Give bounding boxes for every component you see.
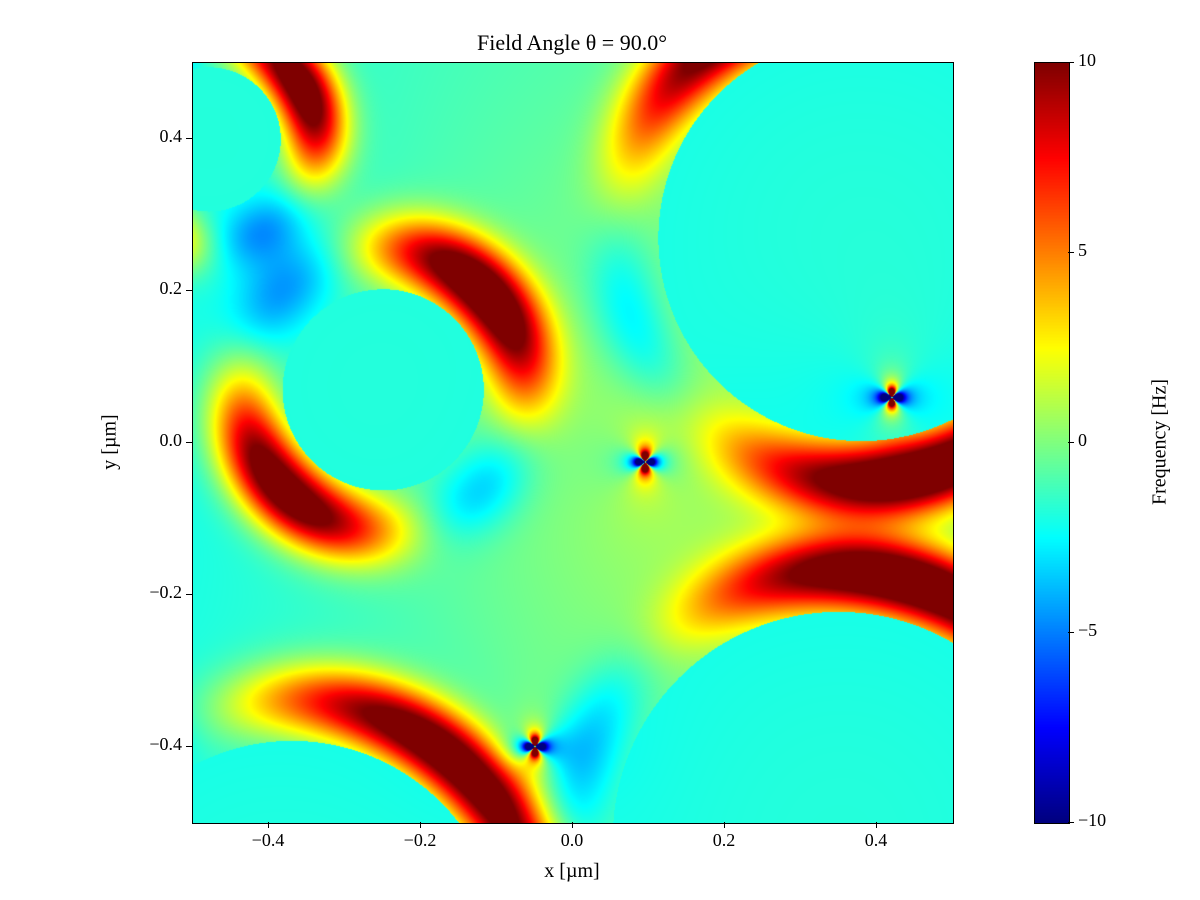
x-tick <box>876 822 877 828</box>
x-tick-label: −0.2 <box>380 830 460 851</box>
colorbar <box>1034 62 1070 824</box>
y-tick <box>186 138 192 139</box>
y-tick <box>186 442 192 443</box>
colorbar-tick-label: −10 <box>1078 810 1128 831</box>
figure: Field Angle θ = 90.0° −0.4−0.20.00.20.4 … <box>0 0 1200 900</box>
x-tick <box>420 822 421 828</box>
y-tick-label: 0.4 <box>122 126 182 147</box>
colorbar-tick-label: 5 <box>1078 240 1128 261</box>
colorbar-tick-label: 0 <box>1078 430 1128 451</box>
y-tick <box>186 746 192 747</box>
x-axis-label-text: x [µm] <box>544 860 599 882</box>
x-tick <box>268 822 269 828</box>
colorbar-label: Frequency [Hz] <box>1160 62 1180 822</box>
colorbar-canvas <box>1035 63 1069 823</box>
y-tick-label: −0.4 <box>122 734 182 755</box>
y-axis-label: y [µm] <box>110 62 130 822</box>
x-tick-label: 0.2 <box>684 830 764 851</box>
plot-title: Field Angle θ = 90.0° <box>192 30 952 56</box>
x-tick-label: 0.0 <box>532 830 612 851</box>
colorbar-tick <box>1068 62 1074 63</box>
colorbar-tick-label: −5 <box>1078 620 1128 641</box>
colorbar-tick <box>1068 822 1074 823</box>
y-tick <box>186 290 192 291</box>
y-tick-label: −0.2 <box>122 582 182 603</box>
colorbar-tick <box>1068 442 1074 443</box>
plot-title-text: Field Angle θ = 90.0° <box>477 30 667 55</box>
x-tick <box>724 822 725 828</box>
y-axis-label-text: y [µm] <box>99 414 121 469</box>
heatmap-plot-area <box>192 62 954 824</box>
colorbar-label-text: Frequency [Hz] <box>1149 379 1171 505</box>
x-axis-label: x [µm] <box>192 860 952 883</box>
y-tick-label: 0.2 <box>122 278 182 299</box>
colorbar-tick <box>1068 632 1074 633</box>
y-tick-label: 0.0 <box>122 430 182 451</box>
x-tick <box>572 822 573 828</box>
y-tick <box>186 594 192 595</box>
colorbar-tick-label: 10 <box>1078 50 1128 71</box>
x-tick-label: 0.4 <box>836 830 916 851</box>
colorbar-tick <box>1068 252 1074 253</box>
heatmap-canvas <box>193 63 953 823</box>
x-tick-label: −0.4 <box>228 830 308 851</box>
